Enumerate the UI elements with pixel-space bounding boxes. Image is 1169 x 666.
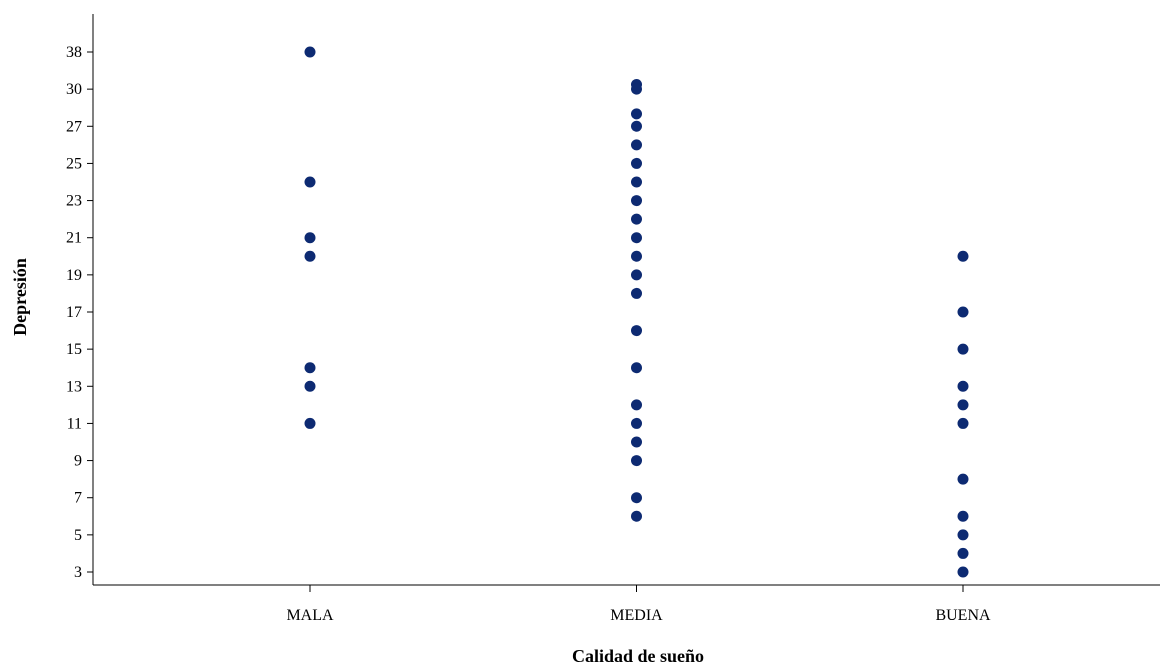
data-point: [631, 417, 642, 429]
data-point: [957, 510, 969, 522]
data-point: [631, 176, 642, 188]
data-point: [304, 250, 316, 262]
y-tick-label: 5: [74, 527, 82, 544]
data-point: [304, 417, 316, 429]
data-point: [957, 566, 969, 578]
data-point: [957, 547, 969, 559]
data-point: [631, 492, 642, 504]
data-point: [304, 46, 316, 58]
data-point: [631, 120, 642, 132]
data-point: [631, 250, 642, 262]
x-tick-label: BUENA: [935, 607, 991, 624]
y-tick-label: 38: [66, 44, 82, 61]
y-tick-label: 27: [66, 118, 82, 135]
data-point: [631, 455, 642, 467]
data-point: [957, 306, 969, 318]
y-axis-title: Depresión: [10, 258, 30, 336]
y-tick-label: 9: [74, 453, 82, 470]
y-tick-label: 21: [66, 230, 82, 247]
data-point: [957, 380, 969, 392]
data-point: [631, 157, 642, 169]
x-axis-title: Calidad de sueño: [572, 646, 704, 666]
y-tick-label: 13: [66, 378, 82, 395]
data-point: [957, 529, 969, 541]
data-points: [304, 46, 969, 578]
y-tick-label: 25: [66, 155, 82, 172]
data-point: [631, 287, 642, 299]
data-point: [631, 510, 642, 522]
data-point: [957, 473, 969, 485]
data-point: [631, 399, 642, 411]
y-tick-label: 19: [66, 267, 82, 284]
data-point: [631, 362, 642, 374]
data-point: [957, 399, 969, 411]
data-point: [304, 380, 316, 392]
data-point: [631, 108, 642, 120]
y-axis-ticks: 3 5 7 9 11 13 15 17 19 21 23 25 27 30 38: [66, 44, 93, 581]
data-point: [957, 417, 969, 429]
y-tick-label: 3: [74, 564, 82, 581]
y-tick-label: 7: [74, 490, 82, 507]
y-tick-label: 11: [67, 415, 82, 432]
x-tick-label: MALA: [286, 607, 334, 624]
data-point: [631, 195, 642, 207]
data-point: [631, 83, 642, 95]
data-point: [631, 213, 642, 225]
data-point: [631, 269, 642, 281]
data-point: [957, 343, 969, 355]
y-tick-label: 23: [66, 193, 82, 210]
x-axis-ticks: MALA MEDIA BUENA: [286, 585, 991, 624]
data-point: [304, 362, 316, 374]
y-tick-label: 17: [66, 304, 82, 321]
data-point: [631, 139, 642, 151]
data-point: [304, 232, 316, 244]
x-tick-label: MEDIA: [610, 607, 663, 624]
data-point: [304, 176, 316, 188]
data-point: [957, 250, 969, 262]
data-point: [631, 325, 642, 337]
data-point: [631, 232, 642, 244]
y-tick-label: 30: [66, 81, 82, 98]
y-tick-label: 15: [66, 341, 82, 358]
data-point: [631, 436, 642, 448]
